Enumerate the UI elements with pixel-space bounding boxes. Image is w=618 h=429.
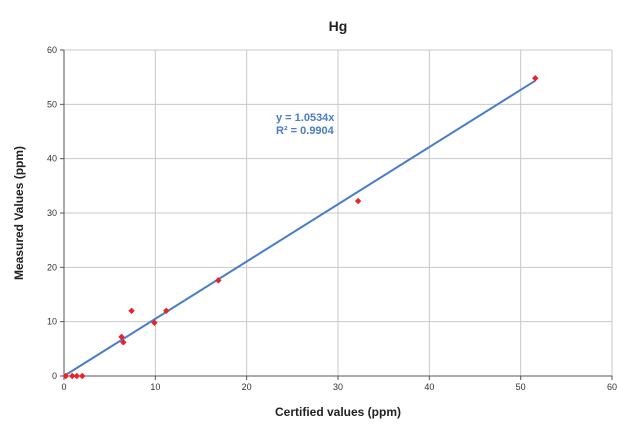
y-tick-label: 20 (47, 262, 57, 272)
y-tick-label: 10 (47, 317, 57, 327)
data-points (62, 75, 539, 380)
y-axis-title: Measured Values (ppm) (12, 146, 26, 280)
trendline-group (63, 79, 536, 377)
x-tick-label: 50 (516, 382, 526, 392)
x-tick-label: 10 (150, 382, 160, 392)
y-tick-label: 50 (47, 99, 57, 109)
y-tick-label: 40 (47, 154, 57, 164)
data-point (118, 333, 125, 341)
y-tick-label: 0 (52, 371, 57, 381)
tick-labels: 0 10 20 30 40 50 60 0 10 20 30 40 50 60 (47, 45, 617, 392)
data-point (163, 307, 170, 314)
axes (60, 49, 613, 380)
x-tick-label: 60 (607, 382, 617, 392)
data-point (69, 372, 76, 380)
data-point (128, 307, 135, 314)
data-point (215, 277, 222, 284)
trendline (63, 79, 536, 377)
data-point (151, 319, 158, 326)
trendline-r-squared: R² = 0.9904 (276, 125, 335, 137)
data-point (73, 372, 80, 380)
data-point (79, 372, 86, 380)
data-point (532, 75, 539, 82)
x-tick-label: 0 (61, 382, 66, 392)
data-point (62, 372, 70, 380)
y-tick-label: 30 (47, 208, 57, 218)
x-axis-title: Certified values (ppm) (275, 405, 401, 419)
data-point (354, 197, 362, 205)
trendline-equation: y = 1.0534x (276, 112, 335, 124)
data-point (120, 339, 127, 346)
gridlines (64, 49, 613, 376)
chart-title: Hg (329, 18, 348, 34)
x-tick-label: 30 (333, 382, 343, 392)
y-tick-label: 60 (47, 45, 57, 55)
x-tick-label: 40 (424, 382, 434, 392)
x-tick-label: 20 (242, 382, 252, 392)
